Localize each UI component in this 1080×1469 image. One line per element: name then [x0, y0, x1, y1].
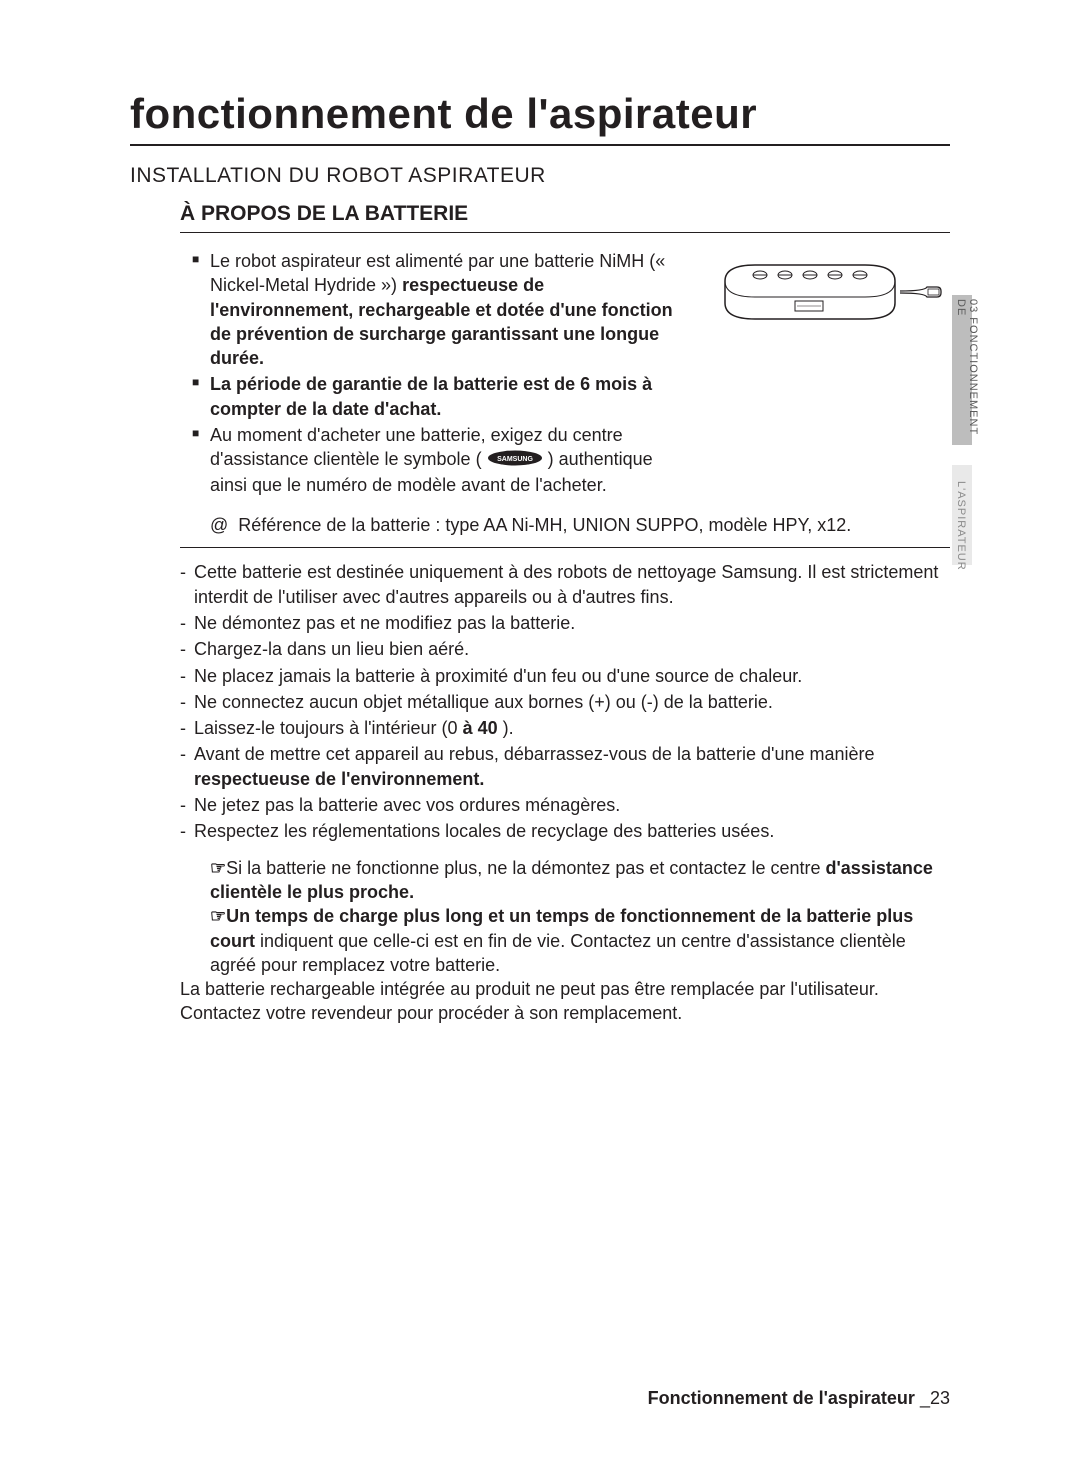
page: fonctionnement de l'aspirateur INSTALLAT…	[0, 0, 1080, 1469]
pointer-icon: ☞	[210, 906, 226, 926]
battery-illustration-icon	[715, 253, 950, 333]
footer-page-number: _23	[920, 1388, 950, 1408]
svg-text:SAMSUNG: SAMSUNG	[497, 456, 533, 463]
warn-6-a: Laissez-le toujours à l'intérieur (0	[194, 718, 463, 738]
reference-symbol-icon: @	[210, 513, 228, 537]
battery-row: Le robot aspirateur est alimenté par une…	[180, 247, 950, 499]
note-2-a: indiquent que celle-ci est en fin de vie…	[210, 931, 906, 975]
warn-9: Respectez les réglementations locales de…	[180, 819, 950, 843]
battery-text: Le robot aspirateur est alimenté par une…	[180, 247, 685, 499]
note-2: ☞Un temps de charge plus long et un temp…	[210, 904, 950, 977]
note-1-a: Si la batterie ne fonctionne plus, ne la…	[226, 858, 825, 878]
bullet-2-bold: La période de garantie de la batterie es…	[210, 374, 652, 418]
body: Le robot aspirateur est alimenté par une…	[180, 247, 950, 1026]
bullet-2: La période de garantie de la batterie es…	[192, 372, 685, 421]
warn-4: Ne placez jamais la batterie à proximité…	[180, 664, 950, 688]
footer-label: Fonctionnement de l'aspirateur	[648, 1388, 915, 1408]
battery-bullets: Le robot aspirateur est alimenté par une…	[180, 249, 685, 497]
page-title: fonctionnement de l'aspirateur	[130, 90, 950, 138]
warning-list: Cette batterie est destinée uniquement à…	[180, 560, 950, 843]
final-paragraph: La batterie rechargeable intégrée au pro…	[180, 977, 950, 1026]
warn-6-b: ).	[503, 718, 514, 738]
section-label: INSTALLATION DU ROBOT ASPIRATEUR	[130, 164, 950, 188]
footer: Fonctionnement de l'aspirateur _23	[648, 1388, 950, 1409]
warn-1: Cette batterie est destinée uniquement à…	[180, 560, 950, 609]
warn-7-a: Avant de mettre cet appareil au rebus, d…	[194, 744, 875, 764]
battery-figure	[715, 253, 950, 333]
title-wrap: fonctionnement de l'aspirateur	[130, 90, 950, 146]
warn-7: Avant de mettre cet appareil au rebus, d…	[180, 742, 950, 791]
note-block: ☞Si la batterie ne fonctionne plus, ne l…	[180, 856, 950, 977]
subsection-title: À PROPOS DE LA BATTERIE	[180, 202, 950, 233]
divider	[180, 547, 950, 548]
side-label-1: 03 FONCTIONNEMENT DE	[955, 299, 979, 441]
bullet-3: Au moment d'acheter une batterie, exigez…	[192, 423, 685, 497]
warn-6: Laissez-le toujours à l'intérieur (0 à 4…	[180, 716, 950, 740]
content: À PROPOS DE LA BATTERIE Le robot aspirat…	[130, 202, 950, 1026]
warn-3: Chargez-la dans un lieu bien aéré.	[180, 637, 950, 661]
warn-5: Ne connectez aucun objet métallique aux …	[180, 690, 950, 714]
samsung-badge-icon: SAMSUNG	[487, 448, 543, 472]
bullet-1: Le robot aspirateur est alimenté par une…	[192, 249, 685, 370]
pointer-icon: ☞	[210, 858, 226, 878]
note-1: ☞Si la batterie ne fonctionne plus, ne l…	[210, 856, 950, 905]
reference-text: Référence de la batterie : type AA Ni-MH…	[238, 513, 851, 537]
warn-2: Ne démontez pas et ne modifiez pas la ba…	[180, 611, 950, 635]
side-label-2: L'ASPIRATEUR	[955, 481, 967, 561]
warn-7-bold: respectueuse de l'environnement.	[194, 769, 484, 789]
warn-8: Ne jetez pas la batterie avec vos ordure…	[180, 793, 950, 817]
side-tab: 03 FONCTIONNEMENT DE L'ASPIRATEUR	[952, 295, 972, 565]
warn-6-bold: à 40	[463, 718, 498, 738]
reference-line: @ Référence de la batterie : type AA Ni-…	[210, 513, 950, 537]
